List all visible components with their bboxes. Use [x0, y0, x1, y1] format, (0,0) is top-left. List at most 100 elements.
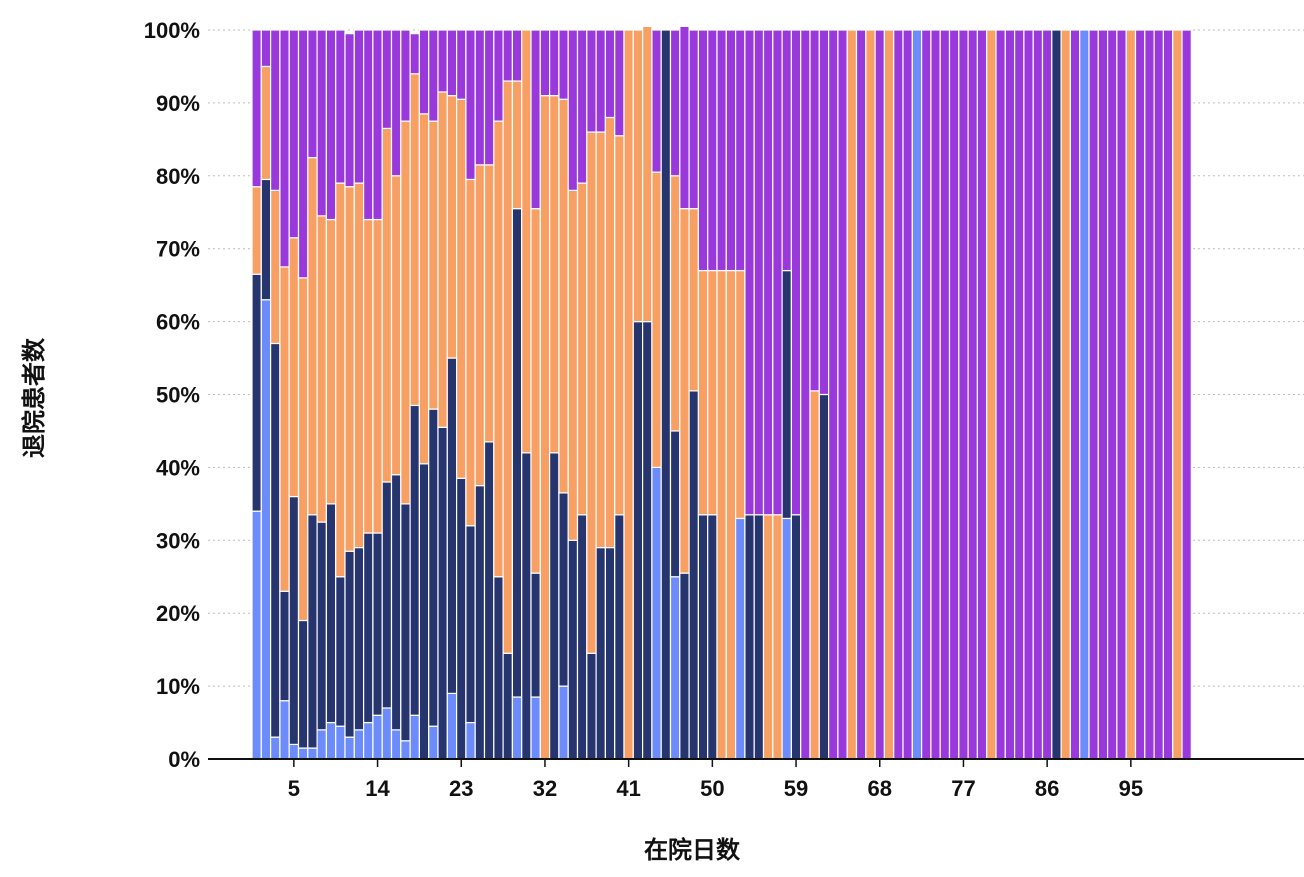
- x-tick-label: 23: [449, 776, 473, 801]
- bar-segment: [288, 237, 300, 498]
- x-tick-label: 59: [784, 776, 808, 801]
- bar-segment: [465, 178, 476, 527]
- bar-segment: [539, 95, 551, 760]
- bar-segment: [437, 426, 448, 760]
- bar-segment: [1041, 29, 1053, 760]
- bar-segment: [855, 29, 867, 760]
- bar-segment: [948, 29, 960, 760]
- bar-segment: [325, 29, 337, 221]
- bar-segment: [409, 73, 421, 407]
- bar-segment: [1023, 29, 1034, 760]
- bar-segment: [344, 550, 355, 738]
- bar-segment: [446, 357, 458, 694]
- bar-segment: [1181, 29, 1192, 760]
- bar-segment: [502, 80, 514, 654]
- bar-segment: [279, 29, 290, 268]
- bar-segment: [493, 576, 504, 760]
- bar-segment: [474, 29, 486, 166]
- bar-segment: [753, 29, 765, 516]
- bar-segment: [251, 29, 262, 188]
- bar-segment: [381, 707, 393, 760]
- bar-segment: [586, 29, 597, 133]
- x-tick-label: 68: [868, 776, 892, 801]
- y-tick-label: 100%: [144, 18, 200, 43]
- bar-segment: [558, 29, 569, 100]
- bar-segment: [986, 29, 997, 760]
- bar-segment: [483, 441, 495, 760]
- bar-segment: [307, 514, 318, 749]
- bar-segment: [409, 714, 421, 760]
- bar-segment: [632, 321, 644, 760]
- bar-segment: [502, 652, 514, 760]
- bar-segment: [688, 29, 699, 210]
- bar-segment: [335, 29, 346, 184]
- bar-segment: [465, 525, 476, 724]
- bar-segment: [734, 29, 746, 272]
- bar-segment: [874, 29, 885, 760]
- bar-segment: [335, 182, 346, 578]
- bar-segment: [772, 29, 783, 516]
- bar-segment: [511, 696, 523, 760]
- bar-segment: [641, 321, 653, 760]
- bar-segment: [883, 29, 895, 760]
- x-tick-label: 5: [288, 776, 300, 801]
- bar-segment: [716, 29, 727, 272]
- y-tick-label: 20%: [156, 601, 200, 626]
- bar-segment: [363, 721, 374, 760]
- bar-segment: [316, 29, 328, 217]
- bar-segment: [344, 33, 355, 188]
- bar-segment: [279, 700, 290, 760]
- bar-segment: [781, 517, 792, 760]
- bar-segment: [530, 208, 541, 574]
- x-tick-label: 95: [1119, 776, 1143, 801]
- bar-segment: [651, 466, 662, 760]
- bar-segment: [446, 692, 458, 760]
- bar-segment: [307, 156, 318, 516]
- bar-segment: [762, 514, 774, 760]
- bar-segment: [297, 747, 309, 760]
- bar-segment: [493, 29, 504, 122]
- bar-segment: [809, 29, 820, 392]
- y-tick-label: 40%: [156, 455, 200, 480]
- bar-segment: [353, 182, 365, 549]
- x-tick-label: 41: [616, 776, 640, 801]
- bar-segment: [576, 29, 588, 184]
- bar-segment: [390, 175, 402, 476]
- y-axis-title: 退院患者数: [20, 337, 48, 458]
- bar-segment: [660, 29, 672, 760]
- bar-segment: [595, 546, 606, 760]
- bar-segment: [446, 95, 458, 359]
- bar-segment: [279, 266, 290, 592]
- bar-segment: [772, 514, 783, 760]
- bar-segment: [827, 29, 839, 760]
- bar-segment: [920, 29, 932, 760]
- bar-segment: [744, 514, 755, 760]
- bar-segment: [456, 98, 467, 479]
- bar-segment: [446, 29, 458, 97]
- y-tick-label: 80%: [156, 164, 200, 189]
- bar-segment: [1032, 29, 1044, 760]
- bar-segment: [614, 29, 625, 137]
- bar-segment: [270, 29, 281, 191]
- bar-segment: [465, 721, 476, 760]
- bar-segment: [465, 29, 476, 181]
- bar-segment: [1004, 29, 1016, 760]
- bar-segment: [288, 495, 300, 746]
- bar-segment: [260, 299, 272, 760]
- bar-segment: [418, 29, 430, 115]
- bar-segment: [846, 29, 858, 760]
- bar-segment: [1088, 29, 1099, 760]
- bar-segment: [809, 390, 820, 760]
- bar-segment: [363, 218, 374, 534]
- bar-segment: [400, 29, 411, 122]
- y-tick-label: 50%: [156, 383, 200, 408]
- bar-segment: [353, 729, 365, 760]
- bar-segment: [437, 91, 448, 428]
- bar-segment: [1060, 29, 1071, 760]
- bar-segment: [781, 29, 792, 272]
- bar-segment: [911, 29, 923, 760]
- bar-segment: [456, 477, 467, 760]
- bar-segment: [456, 29, 467, 100]
- bar-segment: [614, 135, 625, 516]
- bar-segment: [372, 532, 383, 716]
